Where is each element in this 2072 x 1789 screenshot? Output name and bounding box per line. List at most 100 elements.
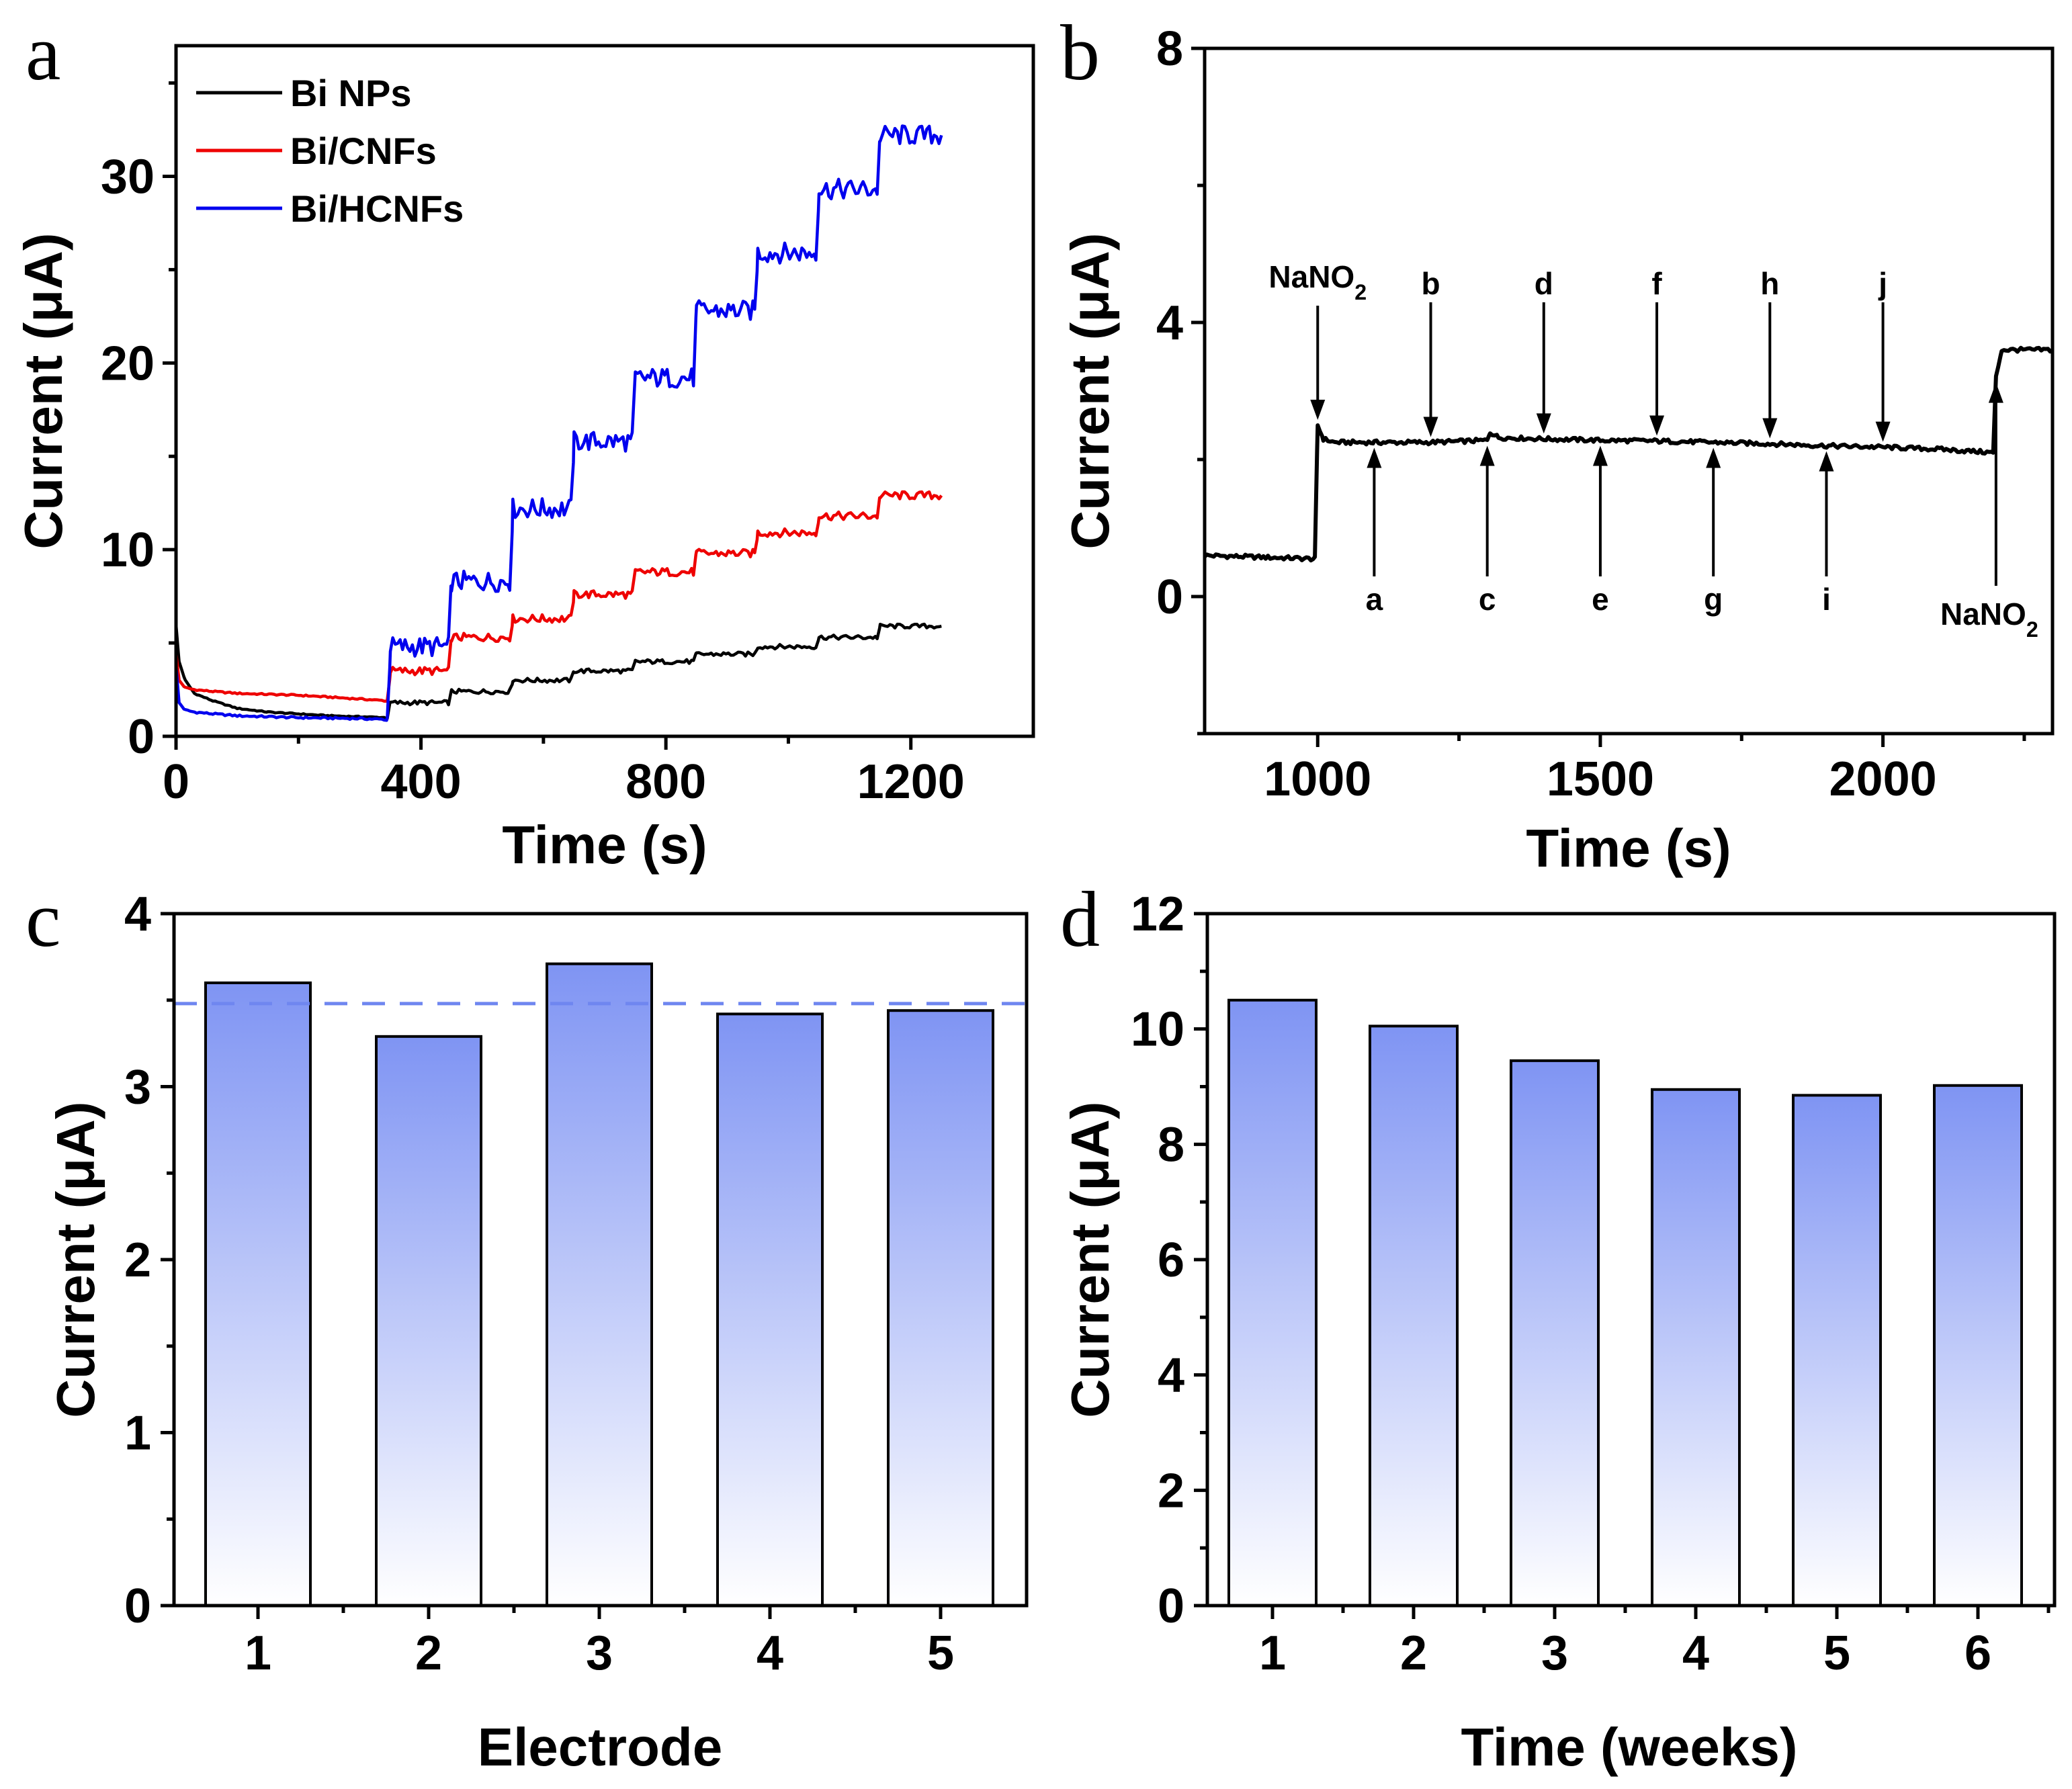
panel-a-series-line: [174, 490, 943, 703]
panel-b-top-annotation-arrow-head: [1762, 418, 1778, 439]
panel-a-axes: 0 400 800 1200 0 10 20 30: [101, 81, 965, 809]
panel-b-top-annotation-arrow-head: [1875, 421, 1891, 442]
panel-b-annotation-label: j: [1878, 266, 1887, 301]
panel-c-x-tick-label: 5: [927, 1626, 954, 1680]
panel-b-y-tick-label: 0: [1156, 570, 1183, 624]
panel-a-chart: a 0 400 800 1200 0 10 20 30 Bi NPs Bi/CNFs Bi/HCN…: [13, 9, 1035, 875]
panel-b-bottom-annotation-arrow-head: [1819, 451, 1834, 472]
panel-b-chart: b 1000 1500 2000 0 4 8 NaNO2 b d f h j a c e g i NaNO2 T…: [1060, 9, 2055, 878]
panel-d-bar: [1510, 1059, 1600, 1607]
panel-b-x-tick-label: 1500: [1547, 752, 1654, 806]
panel-b-y-axis-title: Current (μA): [1060, 232, 1120, 549]
panel-d-y-tick-label: 8: [1158, 1118, 1184, 1172]
panel-d-x-tick-label: 2: [1400, 1626, 1427, 1680]
panel-a-y-tick-label: 20: [101, 337, 155, 390]
panel-a-series-line: [174, 622, 942, 721]
panel-d-y-tick-label: 6: [1158, 1233, 1184, 1287]
panel-a-legend: Bi NPs Bi/CNFs Bi/HCNFs: [196, 72, 464, 230]
panel-b-top-annotation-arrow-head: [1423, 417, 1438, 437]
panel-a-legend-label: Bi/HCNFs: [290, 187, 464, 230]
panel-b-annotation-label: i: [1822, 582, 1831, 617]
panel-b-annotation-label: NaNO2: [1940, 597, 2038, 642]
panel-c-bar: [375, 1035, 482, 1607]
panel-a-y-tick-label: 10: [101, 523, 155, 577]
panel-c-frame: [172, 912, 1029, 1608]
panel-b-annotation-label: a: [1366, 582, 1383, 617]
panel-a-y-axis-title: Current (μA): [13, 232, 73, 549]
panel-b-bottom-annotation-arrow-head: [1592, 445, 1608, 466]
panel-a-legend-label: Bi/CNFs: [290, 130, 437, 172]
panel-b-y-tick-label: 4: [1156, 296, 1183, 350]
panel-d-bars: [1227, 998, 2023, 1607]
panel-b-x-axis-title: Time (s): [1526, 818, 1731, 878]
panel-d-letter: d: [1060, 875, 1100, 963]
panel-d-x-tick-label: 4: [1682, 1626, 1709, 1680]
panel-b-annotation-label: f: [1651, 266, 1662, 301]
panel-c-y-axis-title: Current (μA): [46, 1101, 105, 1417]
panel-d-y-tick-label: 2: [1158, 1464, 1184, 1518]
panel-b-bottom-annotation-arrow-head: [1706, 447, 1721, 468]
panel-d-bar: [1933, 1084, 2023, 1607]
panel-d-y-tick-label: 0: [1158, 1579, 1184, 1633]
panel-c-y-tick-label: 4: [124, 887, 151, 941]
panel-c-bar: [716, 1012, 824, 1607]
panel-b-x-tick-label: 1000: [1264, 752, 1371, 806]
panel-c-x-tick-label: 2: [415, 1626, 442, 1680]
panel-d-x-tick-label: 5: [1823, 1626, 1850, 1680]
panel-b-top-annotation-arrow-head: [1310, 400, 1326, 420]
panel-a-x-tick-label: 0: [163, 755, 189, 809]
panel-b-frame: [1203, 46, 2055, 736]
panel-b-series-line: [1203, 345, 2054, 563]
panel-d-bar: [1227, 998, 1318, 1607]
panel-d-x-tick-label: 1: [1259, 1626, 1286, 1680]
panel-b-bottom-annotation-arrow-head: [1988, 382, 2003, 403]
panel-c-chart: c 1 2 3 4 5 0 1 2 3 4 Electrode Current (μA): [26, 875, 1029, 1777]
panel-d-y-tick-label: 12: [1131, 887, 1184, 941]
panel-c-letter: c: [26, 875, 60, 963]
panel-c-bar: [546, 962, 653, 1608]
panel-b-y-tick-label: 8: [1156, 22, 1183, 76]
panel-c-bars: [174, 962, 1027, 1608]
panel-c-x-tick-label: 1: [245, 1626, 271, 1680]
panel-c-x-tick-label: 3: [586, 1626, 613, 1680]
panel-a-legend-label: Bi NPs: [290, 72, 412, 114]
panel-c-y-tick-label: 2: [124, 1233, 151, 1287]
panel-a-x-tick-label: 400: [381, 755, 462, 809]
panel-d-x-tick-label: 6: [1965, 1626, 1991, 1680]
panel-b-annotation-label: d: [1535, 266, 1553, 301]
panel-b-letter: b: [1060, 9, 1100, 97]
panel-b-annotation-label: b: [1421, 266, 1440, 301]
panel-d-bar: [1369, 1024, 1459, 1607]
panel-c-y-tick-label: 3: [124, 1061, 151, 1115]
panel-c-bar: [204, 981, 312, 1607]
panel-c-y-tick-label: 1: [124, 1407, 151, 1460]
panel-a-series-group: [174, 124, 943, 722]
panel-a-series-line: [174, 124, 943, 722]
panel-c-x-tick-label: 4: [757, 1626, 783, 1680]
panel-b-top-annotation-arrow-head: [1536, 413, 1551, 434]
panel-b-series-group: [1203, 345, 2054, 563]
panel-d-x-tick-label: 3: [1541, 1626, 1568, 1680]
panel-c-bar: [887, 1009, 994, 1607]
panel-b-annotation-label: h: [1760, 266, 1779, 301]
panel-b-top-annotation-arrow-head: [1649, 415, 1665, 436]
panel-a-y-tick-label: 0: [128, 710, 155, 764]
panel-a-frame: [174, 44, 1035, 738]
panel-b-annotation-label: e: [1592, 582, 1609, 617]
panel-d-y-axis-title: Current (μA): [1060, 1101, 1120, 1417]
panel-b-axes: 1000 1500 2000 0 4 8: [1156, 22, 2026, 806]
panel-b-annotation-label: c: [1479, 582, 1496, 617]
panel-a-y-tick-label: 30: [101, 150, 155, 204]
panel-a-x-tick-label: 1200: [857, 755, 965, 809]
panel-d-bar: [1792, 1094, 1882, 1607]
panel-d-y-tick-label: 4: [1158, 1349, 1184, 1403]
panel-a-x-tick-label: 800: [625, 755, 706, 809]
panel-c-y-tick-label: 0: [124, 1579, 151, 1633]
panel-a-x-axis-title: Time (s): [502, 815, 707, 875]
panel-d-bar: [1651, 1088, 1741, 1607]
panel-a-letter: a: [26, 9, 60, 97]
panel-d-y-tick-label: 10: [1131, 1003, 1184, 1057]
